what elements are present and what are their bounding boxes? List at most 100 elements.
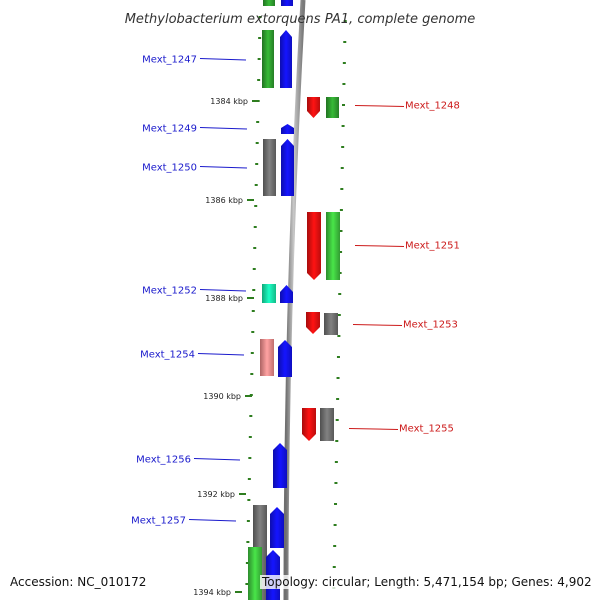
gene-feature-block <box>320 408 334 441</box>
gene-leader-line <box>193 458 241 461</box>
scale-tick-label: 1390 kbp <box>203 392 241 401</box>
gene-feature-block <box>281 124 294 134</box>
gene-feature-block <box>262 284 276 303</box>
gene-leader-line <box>188 519 237 522</box>
gene-feature-block <box>281 139 294 196</box>
tick-dot <box>333 545 337 547</box>
gene-feature-block <box>263 0 275 6</box>
tick-dot <box>336 356 340 358</box>
gene-feature-block <box>302 408 316 441</box>
scale-tick-label: 1386 kbp <box>205 196 243 205</box>
tick-dot <box>258 16 262 18</box>
tick-dot <box>335 419 339 421</box>
tick-dot <box>248 457 252 459</box>
tick-dot <box>248 436 252 438</box>
gene-leader-line <box>199 58 247 61</box>
gene-leader-line <box>352 324 403 326</box>
tick-dot <box>342 104 345 106</box>
accession-text: Accession: NC_010172 <box>8 575 149 589</box>
gene-label-mext-1257[interactable]: Mext_1257 <box>131 516 186 527</box>
gene-label-mext-1254[interactable]: Mext_1254 <box>140 350 195 361</box>
tick-dot <box>338 293 342 295</box>
tick-dot <box>337 314 341 316</box>
tick-dot <box>334 461 338 463</box>
gene-feature-block <box>324 313 338 335</box>
tick-dot <box>245 583 249 585</box>
tick-dot <box>333 524 337 526</box>
tick-dot <box>257 58 261 60</box>
gene-label-mext-1251[interactable]: Mext_1251 <box>405 241 460 252</box>
gene-label-mext-1255[interactable]: Mext_1255 <box>399 424 454 435</box>
tick-dot <box>254 184 258 186</box>
gene-leader-line <box>199 127 248 130</box>
tick-dot <box>257 79 261 81</box>
gene-feature-block <box>248 547 262 600</box>
gene-label-mext-1247[interactable]: Mext_1247 <box>142 55 197 66</box>
gene-feature-block <box>307 212 321 280</box>
gene-label-mext-1248[interactable]: Mext_1248 <box>405 101 460 112</box>
major-tick-mark <box>247 199 254 201</box>
gene-leader-line <box>354 245 405 247</box>
tick-dot <box>249 415 253 417</box>
gene-label-mext-1249[interactable]: Mext_1249 <box>142 124 197 135</box>
major-tick-mark <box>239 493 246 495</box>
gene-feature-block <box>306 312 320 334</box>
genome-summary-text: Topology: circular; Length: 5,471,154 bp… <box>260 575 594 589</box>
gene-label-mext-1253[interactable]: Mext_1253 <box>403 320 458 331</box>
tick-dot <box>343 20 347 22</box>
gene-labels: Mext_1247 Mext_1248 Mext_1249 Mext_1250 Mext… <box>131 55 460 527</box>
gene-label-mext-1252[interactable]: Mext_1252 <box>142 286 197 297</box>
tick-dot <box>253 226 257 228</box>
gene-feature-block <box>270 507 284 548</box>
gene-leader-line <box>354 105 405 107</box>
tick-dot <box>254 205 258 207</box>
tick-dot <box>251 310 255 312</box>
tick-dot <box>340 167 344 169</box>
gene-feature-block <box>307 97 320 118</box>
gene-feature-block <box>326 212 340 280</box>
scale-tick-label: 1384 kbp <box>210 97 248 106</box>
major-tick-mark <box>247 297 254 299</box>
tick-dot <box>252 289 256 291</box>
tick-dot <box>339 230 343 232</box>
gene-features <box>248 0 340 600</box>
scale-tick-dots <box>245 16 347 589</box>
major-tick-mark <box>245 395 252 397</box>
tick-dot <box>339 251 343 253</box>
tick-dot <box>253 247 257 249</box>
tick-dot <box>256 121 260 123</box>
tick-dot <box>334 503 338 505</box>
tick-dot <box>245 562 249 564</box>
tick-dot <box>336 377 340 379</box>
tick-dot <box>335 440 339 442</box>
tick-dot <box>246 541 250 543</box>
tick-dot <box>255 163 259 165</box>
map-title: Methylobacterium extorquens PA1, complet… <box>125 12 476 27</box>
tick-dot <box>342 62 346 64</box>
tick-dot <box>258 37 262 39</box>
tick-dot <box>250 373 254 375</box>
gene-feature-block <box>326 97 339 118</box>
gene-leader-line <box>199 289 247 292</box>
tick-dot <box>251 331 255 333</box>
gene-leader-line <box>197 353 245 356</box>
gene-label-mext-1250[interactable]: Mext_1250 <box>142 163 197 174</box>
gene-feature-block <box>280 285 293 303</box>
major-tick-mark <box>252 100 259 102</box>
tick-dot <box>247 499 251 501</box>
gene-feature-block <box>262 30 274 88</box>
tick-dot <box>341 125 345 127</box>
scale-tick-label: 1394 kbp <box>193 588 231 597</box>
gene-feature-block <box>278 340 292 377</box>
tick-dot <box>337 335 341 337</box>
gene-leader-line <box>199 166 248 169</box>
tick-dot <box>332 566 336 568</box>
gene-feature-block <box>260 339 274 376</box>
gene-label-mext-1256[interactable]: Mext_1256 <box>136 455 191 466</box>
tick-dot <box>250 352 254 354</box>
gene-feature-block <box>273 443 287 488</box>
gene-feature-block <box>281 0 293 6</box>
scale-tick-label: 1388 kbp <box>205 294 243 303</box>
tick-dot <box>252 268 256 270</box>
